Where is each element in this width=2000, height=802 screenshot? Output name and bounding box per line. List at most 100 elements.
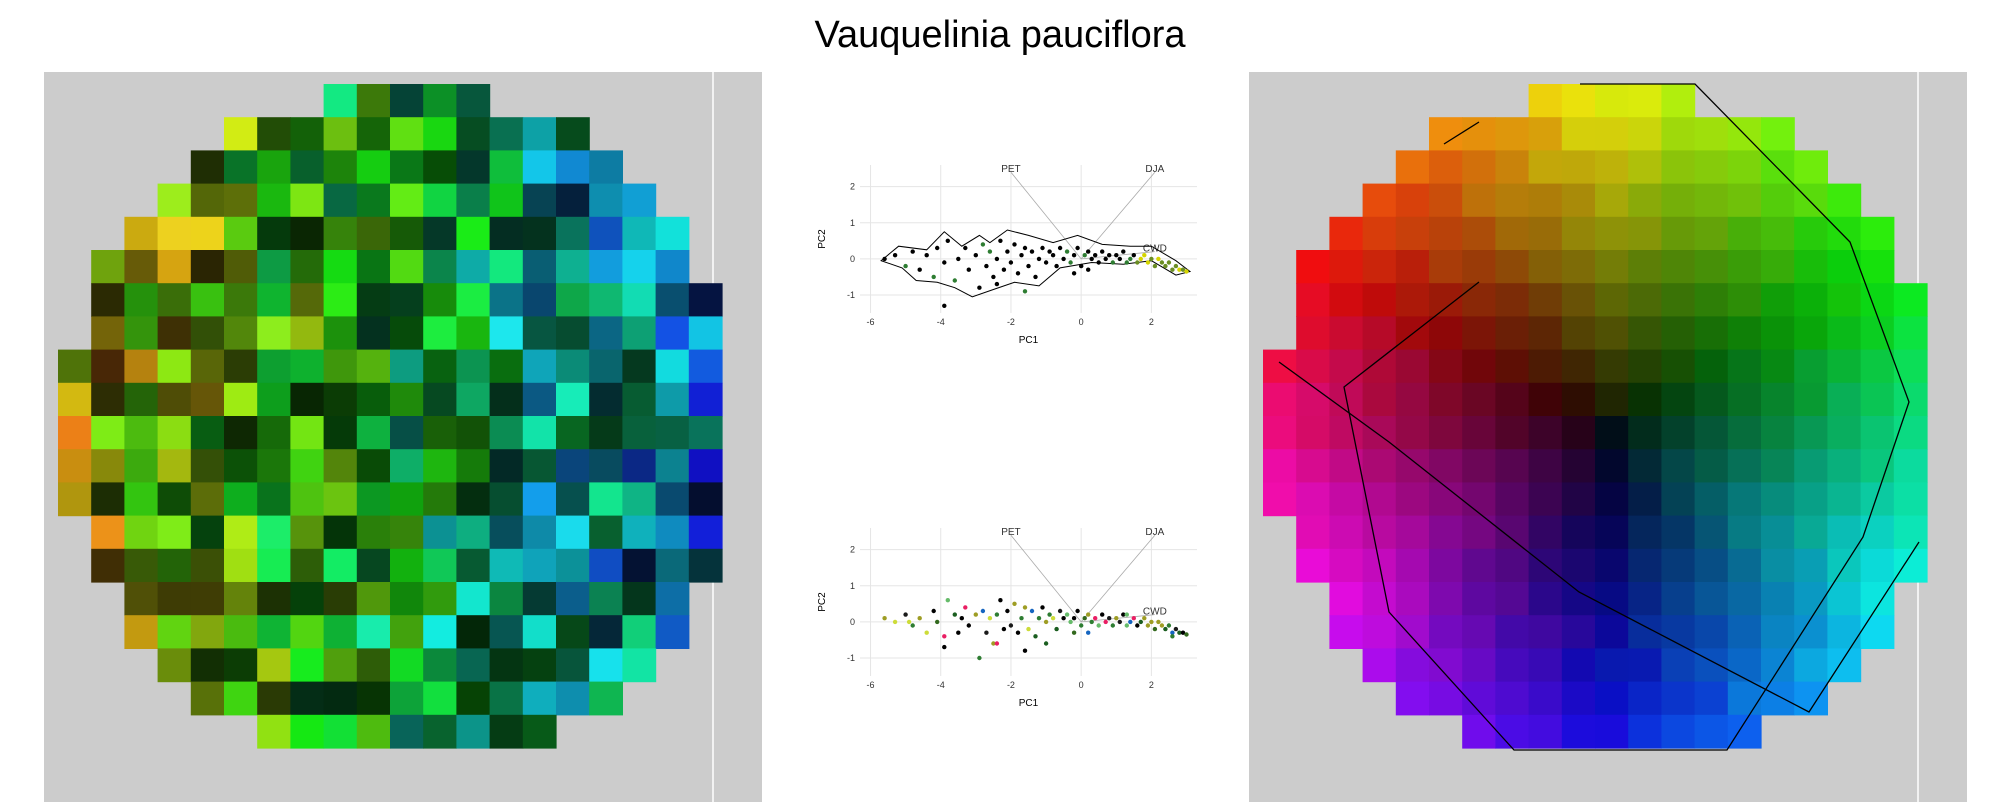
map-cell xyxy=(1727,482,1762,517)
data-point xyxy=(1114,616,1119,621)
data-point xyxy=(1029,249,1035,254)
map-cell xyxy=(423,449,457,483)
map-cell xyxy=(1661,216,1696,251)
map-cell xyxy=(190,449,225,483)
map-cell xyxy=(1727,283,1762,317)
map-cell xyxy=(1827,648,1862,683)
data-point xyxy=(1008,623,1014,628)
data-point xyxy=(1096,260,1101,265)
map-cell xyxy=(224,416,258,450)
map-cell xyxy=(323,150,358,185)
map-cell xyxy=(1628,117,1662,151)
map-cell xyxy=(157,416,192,450)
map-cell xyxy=(622,615,657,649)
map-cell xyxy=(257,216,291,251)
map-cell xyxy=(522,216,557,251)
map-cell xyxy=(1727,648,1762,683)
y-tick-label: 0 xyxy=(850,617,855,627)
vector-label: PET xyxy=(1001,164,1020,175)
map-cell xyxy=(1429,548,1463,583)
data-point xyxy=(1057,245,1063,251)
map-cell xyxy=(124,349,159,384)
map-cell xyxy=(323,250,358,284)
map-cell xyxy=(1329,548,1364,583)
x-axis-label: PC1 xyxy=(1019,698,1039,709)
map-cell xyxy=(190,548,225,583)
map-cell xyxy=(1661,150,1696,185)
data-point xyxy=(1071,271,1077,276)
data-point xyxy=(1033,634,1038,639)
map-cell xyxy=(456,681,491,716)
data-point xyxy=(952,612,957,617)
map-cell xyxy=(1661,548,1696,583)
map-cell xyxy=(390,615,424,649)
data-point xyxy=(1079,623,1084,628)
map-cell xyxy=(224,117,258,151)
map-cell xyxy=(1296,283,1330,317)
data-point xyxy=(935,619,940,625)
map-cell xyxy=(1495,216,1530,251)
data-point xyxy=(1064,249,1070,254)
map-cell xyxy=(1296,250,1330,284)
map-cell xyxy=(655,283,690,317)
data-point xyxy=(1040,605,1045,610)
map-cell xyxy=(224,316,258,351)
map-cell xyxy=(157,216,192,251)
map-cell xyxy=(688,515,723,550)
map-cell xyxy=(1462,382,1496,417)
data-point xyxy=(1131,616,1136,621)
map-cell xyxy=(91,283,125,317)
data-point xyxy=(1103,619,1108,625)
data-point xyxy=(1138,256,1143,262)
map-cell xyxy=(1595,84,1629,118)
map-cell xyxy=(1628,681,1662,716)
map-cell xyxy=(1595,648,1629,683)
map-cell xyxy=(655,615,690,649)
data-point xyxy=(1012,242,1017,247)
map-cell xyxy=(655,250,690,284)
map-cell xyxy=(1827,582,1862,616)
map-cell xyxy=(157,283,192,317)
data-point xyxy=(977,285,982,290)
x-tick-label: 2 xyxy=(1149,680,1154,690)
data-point xyxy=(1170,630,1175,635)
map-cell xyxy=(1462,216,1496,251)
map-cell xyxy=(456,515,491,550)
data-point xyxy=(1117,256,1122,262)
map-cell xyxy=(290,183,325,218)
map-cell xyxy=(622,183,657,218)
data-point xyxy=(980,608,986,614)
map-cell xyxy=(522,548,557,583)
map-cell xyxy=(1694,349,1729,384)
vector-label: CWD xyxy=(1143,244,1167,255)
data-point xyxy=(984,263,989,269)
map-cell xyxy=(1528,349,1563,384)
map-cell xyxy=(1362,283,1397,317)
data-point xyxy=(1166,260,1172,265)
map-cell xyxy=(1595,449,1629,483)
map-cell xyxy=(1395,183,1430,218)
map-cell xyxy=(1727,416,1762,450)
map-cell xyxy=(688,449,723,483)
map-cell xyxy=(1462,316,1496,351)
map-cell xyxy=(390,150,424,185)
map-cell xyxy=(1727,183,1762,218)
vector-label: DJA xyxy=(1145,164,1164,175)
map-cell xyxy=(622,449,657,483)
map-cell xyxy=(556,250,590,284)
map-cell xyxy=(1296,482,1330,517)
map-cell xyxy=(589,449,623,483)
map-cell xyxy=(1761,250,1795,284)
data-point xyxy=(882,616,887,621)
map-cell xyxy=(190,416,225,450)
data-point xyxy=(1047,612,1052,617)
map-cell xyxy=(589,216,623,251)
map-cell xyxy=(1761,216,1795,251)
map-cell xyxy=(1761,283,1795,317)
map-cell xyxy=(1628,382,1662,417)
data-point xyxy=(1128,256,1133,262)
map-cell xyxy=(1561,416,1596,450)
x-tick-label: -2 xyxy=(1007,317,1015,327)
map-cell xyxy=(124,250,159,284)
map-cell xyxy=(257,250,291,284)
